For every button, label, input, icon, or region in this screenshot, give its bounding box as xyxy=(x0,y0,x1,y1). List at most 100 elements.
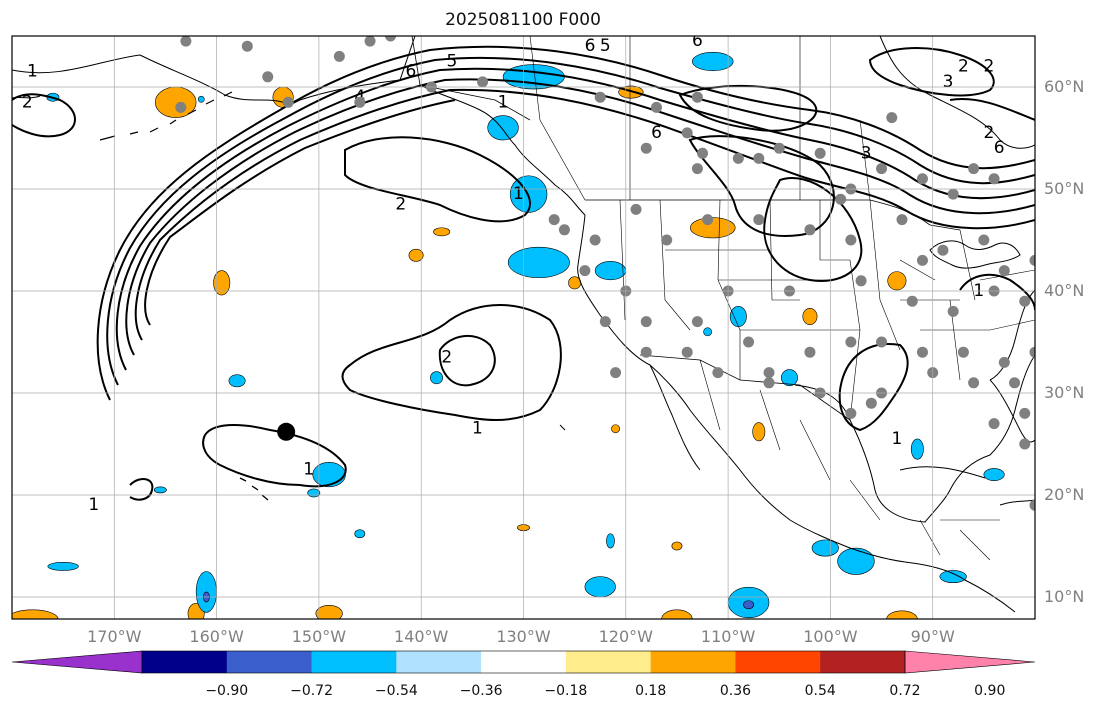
station-dot xyxy=(640,346,652,358)
station-dot xyxy=(579,265,591,277)
anomaly-blob xyxy=(780,369,798,387)
contour-label-layer: 124656561623263221211111 xyxy=(22,31,1005,515)
station-dot-layer xyxy=(175,36,1035,511)
station-dot xyxy=(589,234,601,246)
station-dot xyxy=(896,214,908,226)
lon-label: 90°W xyxy=(910,627,955,646)
lat-label: 50°N xyxy=(1044,179,1085,198)
colorbar-tick-label: −0.18 xyxy=(544,683,588,699)
anomaly-blob xyxy=(752,422,766,442)
contour-line xyxy=(144,99,456,326)
lon-label: 140°W xyxy=(394,627,449,646)
station-dot xyxy=(1019,438,1031,450)
station-dot xyxy=(333,50,345,62)
map-frame xyxy=(11,35,1036,620)
station-dot xyxy=(916,254,928,266)
anomaly-blob xyxy=(408,248,424,262)
contour-label: 6 xyxy=(585,36,596,56)
station-dot xyxy=(681,346,693,358)
station-dot xyxy=(1029,346,1035,358)
anomaly-blob xyxy=(811,539,839,557)
marker-dot xyxy=(277,422,296,441)
anomaly-blob xyxy=(312,462,346,488)
station-dot xyxy=(640,316,652,328)
contour-label: 1 xyxy=(472,419,483,439)
station-dot xyxy=(650,101,662,113)
colorbar-segment xyxy=(142,651,228,673)
anomaly-blob xyxy=(691,52,734,71)
station-dot xyxy=(763,367,775,379)
station-dot xyxy=(906,295,918,307)
anomaly-blob xyxy=(307,488,321,498)
anomaly-blob xyxy=(507,246,570,279)
anomaly-blob xyxy=(939,570,967,584)
anomaly-blob xyxy=(354,529,366,539)
lon-label: 100°W xyxy=(803,627,858,646)
colorbar xyxy=(11,650,1036,674)
station-dot xyxy=(691,163,703,175)
anomaly-blob xyxy=(213,270,231,296)
contour-line xyxy=(106,56,1035,386)
contour-label: 1 xyxy=(303,460,314,480)
lon-label: 110°W xyxy=(700,627,756,646)
colorbar-tick-label: −0.72 xyxy=(290,683,333,699)
anomaly-blob xyxy=(433,227,451,237)
anomaly-blob xyxy=(910,438,924,460)
contour-line xyxy=(344,136,531,223)
anomaly-blob xyxy=(487,115,519,141)
anomaly-blob xyxy=(703,327,713,337)
station-dot xyxy=(241,40,253,52)
colorbar-segment xyxy=(565,651,652,673)
contour-line xyxy=(125,78,1035,356)
contour-label: 6 xyxy=(406,62,417,82)
contour-line xyxy=(129,478,154,501)
contour-line xyxy=(763,177,863,282)
anomaly-blob xyxy=(584,576,616,598)
colorbar-tick-label: −0.36 xyxy=(459,683,503,699)
filled-anomaly-layer xyxy=(12,52,1076,619)
colorbar-segment xyxy=(820,651,906,673)
colorbar-segment xyxy=(481,651,567,673)
lon-label: 170°W xyxy=(87,627,142,646)
station-dot xyxy=(876,163,888,175)
anomaly-blob xyxy=(689,217,736,239)
station-dot xyxy=(814,147,826,159)
station-dot xyxy=(845,407,857,419)
colorbar-tick-label: 0.54 xyxy=(804,683,836,699)
contour-line xyxy=(96,45,1035,401)
contour-label: 1 xyxy=(498,92,509,112)
gridlines xyxy=(12,36,1035,619)
anomaly-blob xyxy=(153,486,167,494)
lat-label: 30°N xyxy=(1044,383,1085,402)
lat-label: 60°N xyxy=(1044,77,1085,96)
contour-line xyxy=(12,93,76,138)
station-dot xyxy=(594,91,606,103)
anomaly-blob xyxy=(606,533,615,549)
station-dot xyxy=(1019,407,1031,419)
station-dot xyxy=(712,367,724,379)
contour-label: 2 xyxy=(395,194,406,214)
station-dot xyxy=(855,275,867,287)
station-dot xyxy=(732,152,744,164)
contour-line xyxy=(438,334,496,387)
contour-label: 1 xyxy=(891,429,902,449)
anomaly-blob xyxy=(47,562,79,571)
lon-label: 130°W xyxy=(496,627,551,646)
anomaly-blob xyxy=(887,271,907,291)
anomaly-blob xyxy=(197,95,205,103)
station-dot xyxy=(640,142,652,154)
colorbar-max-extend xyxy=(904,650,1036,674)
contour-line xyxy=(678,84,818,132)
station-dot xyxy=(610,367,622,379)
contour-label: 2 xyxy=(984,57,995,77)
station-dot xyxy=(702,214,714,226)
station-dot xyxy=(988,173,1000,185)
contour-label: 6 xyxy=(994,138,1005,158)
contour-label: 6 xyxy=(692,31,703,51)
colorbar-tick-label: 0.72 xyxy=(889,683,921,699)
station-dot xyxy=(845,336,857,348)
station-dot xyxy=(1029,499,1035,511)
anomaly-blob xyxy=(1045,533,1076,570)
station-dot xyxy=(957,346,969,358)
station-dot xyxy=(180,36,192,47)
